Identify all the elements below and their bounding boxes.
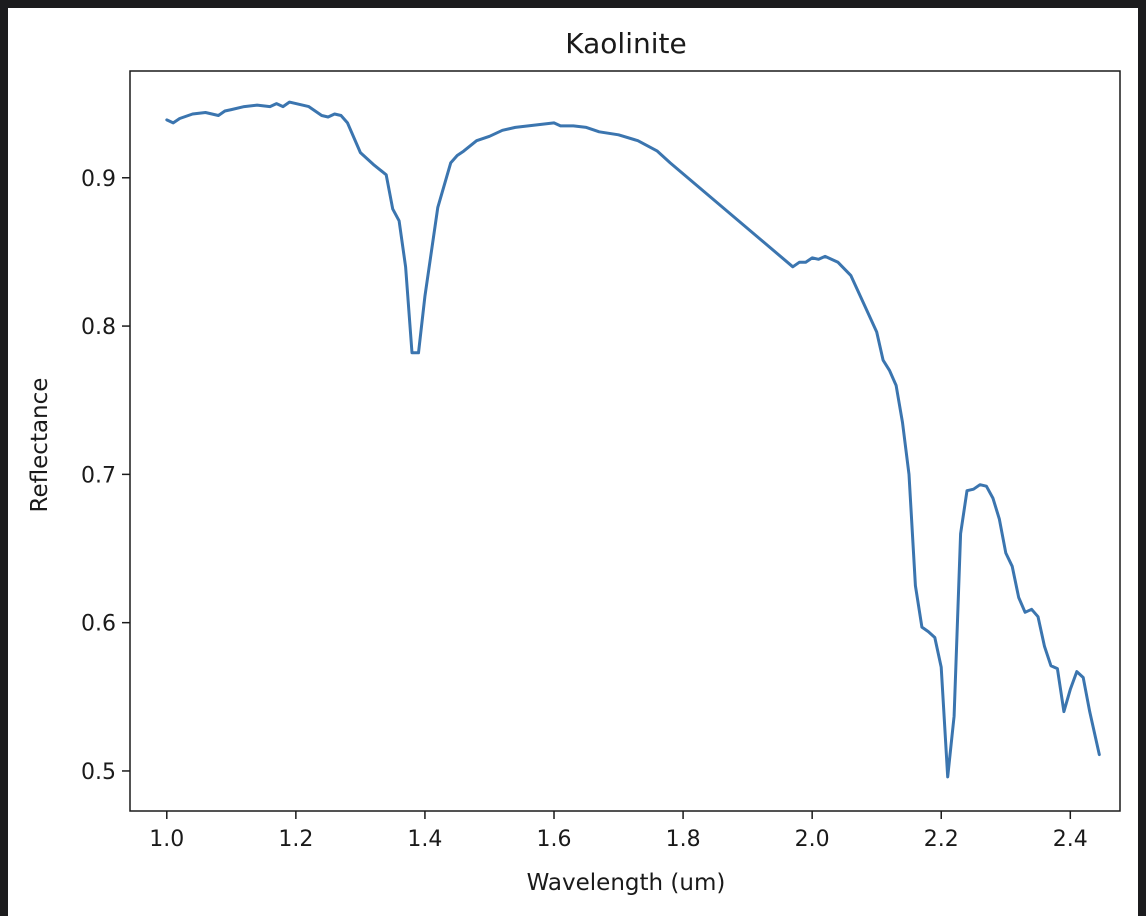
x-tick-label: 2.2 [924,827,959,852]
x-axis-title: Wavelength (um) [527,870,726,896]
x-tick-label: 1.6 [537,827,572,852]
x-tick-label: 2.0 [795,827,830,852]
plot-area [129,70,1121,812]
x-tick-label: 1.8 [666,827,701,852]
y-axis: 0.5 0.6 0.7 0.8 0.9 [81,167,130,785]
y-tick-label: 0.5 [81,760,116,785]
x-tick-label: 1.4 [407,827,442,852]
reflectance-series-line [165,100,1101,779]
y-axis-title: Reflectance [27,378,53,513]
chart-title: Kaolinite [565,27,686,60]
series-layer [165,100,1101,779]
x-axis: 1.0 1.2 1.4 1.6 1.8 2.0 2.2 2.4 [149,811,1088,852]
x-tick-label: 1.2 [278,827,313,852]
y-tick-label: 0.9 [81,167,116,192]
x-tick-label: 2.4 [1053,827,1088,852]
x-tick-label: 1.0 [149,827,184,852]
y-tick-label: 0.8 [81,315,116,340]
y-tick-label: 0.6 [81,612,116,637]
y-tick-label: 0.7 [81,463,116,488]
